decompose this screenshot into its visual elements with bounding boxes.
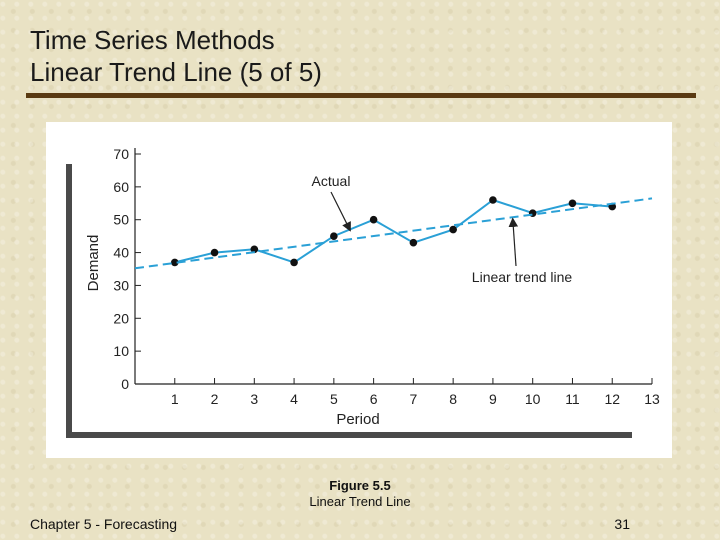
x-tick-label: 5	[330, 391, 338, 407]
data-point	[449, 225, 457, 234]
page-number: 31	[614, 516, 630, 532]
annotation-actual-label: Actual	[312, 173, 351, 189]
title-line-1: Time Series Methods	[30, 25, 275, 55]
x-tick-label: 11	[565, 391, 580, 407]
y-tick-label: 60	[113, 179, 129, 195]
x-tick-label: 7	[409, 391, 417, 407]
x-tick-label: 4	[290, 391, 298, 407]
data-point	[290, 258, 298, 267]
y-tick-label: 0	[121, 376, 129, 392]
y-tick-label: 30	[113, 277, 129, 293]
figure: 0 10 20 30 40 50 60 70 1 2 3 4 5 6 7 8 9 10 11 12 13 Actual L…	[46, 122, 672, 458]
annotation-trend-arrow	[508, 217, 519, 267]
series-layer	[134, 196, 653, 270]
plot-panel	[72, 132, 666, 432]
x-tick-label: 13	[644, 391, 660, 407]
x-tick-label: 2	[211, 391, 219, 407]
actual-series-line	[174, 198, 613, 264]
data-point	[330, 232, 338, 240]
title-rule	[26, 93, 696, 98]
data-point	[568, 199, 577, 208]
y-tick-label: 50	[113, 212, 129, 228]
annotation-actual-arrow	[330, 191, 351, 232]
y-tick-label: 40	[113, 245, 129, 261]
caption-text: Linear Trend Line	[309, 494, 411, 509]
x-tick-label: 10	[525, 391, 541, 407]
data-point	[250, 245, 259, 254]
x-tick-label: 1	[171, 391, 179, 407]
figure-caption: Figure 5.5 Linear Trend Line	[0, 478, 720, 510]
data-point	[369, 215, 378, 224]
x-axis-label: Period	[336, 411, 379, 428]
x-tick-label: 8	[449, 391, 457, 407]
y-axis-label: Demand	[85, 235, 102, 292]
data-point	[409, 238, 418, 247]
y-tick-label: 10	[113, 343, 129, 359]
slide-title: Time Series Methods Linear Trend Line (5…	[30, 24, 322, 88]
caption-figure-number: Figure 5.5	[329, 478, 391, 493]
x-tick-label: 3	[250, 391, 258, 407]
y-tick-label: 70	[113, 146, 129, 162]
y-tick-label: 20	[113, 310, 129, 326]
x-tick-label: 6	[370, 391, 378, 407]
x-tick-label: 12	[604, 391, 620, 407]
x-tick-label: 9	[489, 391, 497, 407]
data-point	[170, 258, 179, 267]
data-point	[489, 196, 497, 204]
title-line-2: Linear Trend Line (5 of 5)	[30, 57, 322, 87]
annotations: Actual Linear trend line	[312, 173, 573, 285]
trend-line	[134, 197, 653, 270]
footer-chapter: Chapter 5 - Forecasting	[30, 516, 178, 532]
annotation-trend-label: Linear trend line	[472, 269, 573, 285]
data-point	[210, 248, 219, 257]
